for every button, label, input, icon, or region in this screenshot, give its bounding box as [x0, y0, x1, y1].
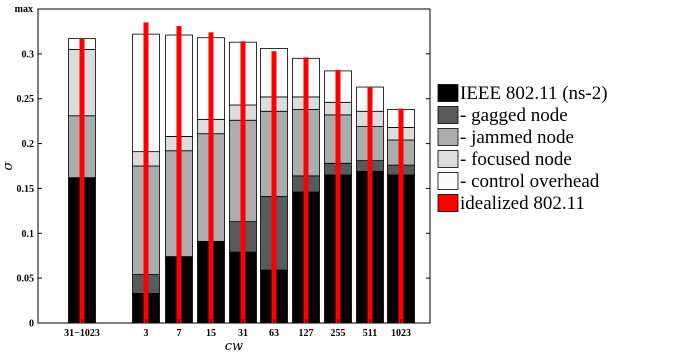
x-axis: 31−1023 3 7 15 31 63 127 255 511 1023	[64, 319, 411, 339]
legend-swatch	[437, 128, 459, 146]
legend-swatch	[437, 150, 459, 168]
ideal-bar-127	[303, 57, 309, 324]
x-tick-label: 511	[363, 328, 377, 339]
x-tick-label: 1023	[391, 328, 411, 339]
legend-label: - focused node	[460, 149, 572, 170]
ideal-bar-15	[208, 32, 214, 323]
legend-swatch	[437, 172, 459, 190]
x-tick-label: 63	[269, 328, 279, 339]
x-tick-label: 7	[177, 328, 182, 339]
legend-label: - gagged node	[460, 105, 568, 126]
x-tick-label: 31−1023	[64, 328, 100, 339]
ideal-bar-3	[143, 22, 149, 323]
y-tick-label: 0.25	[17, 94, 35, 105]
y-tick-label: 0.1	[22, 229, 35, 240]
ideal-bar-1023	[398, 108, 404, 323]
ideal-bar-31	[240, 41, 246, 323]
legend: IEEE 802.11 (ns-2)- gagged node- jammed …	[437, 83, 608, 214]
ideal-bar-31−1023	[79, 38, 85, 323]
legend-swatch	[437, 84, 459, 102]
y-tick-label: 0.3	[22, 49, 35, 60]
legend-label: - control overhead	[460, 171, 600, 192]
y-tick-label: 0.15	[17, 184, 35, 195]
ideal-bar-255	[335, 70, 341, 324]
x-tick-label: 3	[144, 328, 149, 339]
y-tick-label: 0.2	[22, 139, 35, 150]
x-tick-label: 127	[299, 328, 314, 339]
legend-label: - jammed node	[460, 127, 574, 148]
legend-swatch	[437, 106, 459, 124]
ideal-bar-511	[367, 87, 373, 324]
y-axis-max-label: max	[15, 4, 33, 15]
x-tick-label: 31	[238, 328, 248, 339]
ideal-bar-63	[271, 51, 277, 324]
y-tick-label: 0	[29, 319, 34, 330]
x-axis-label: cw	[225, 339, 243, 354]
x-tick-label: 15	[206, 328, 216, 339]
legend-label: idealized 802.11	[460, 193, 585, 214]
y-axis: 0 0.05 0.1 0.15 0.2 0.25 0.3	[17, 49, 430, 330]
legend-swatch	[437, 194, 459, 212]
idealized-bars-layer	[79, 22, 404, 324]
y-axis-label: σ	[1, 160, 16, 170]
x-tick-label: 255	[331, 328, 346, 339]
y-tick-label: 0.05	[17, 274, 35, 285]
legend-label: IEEE 802.11 (ns-2)	[460, 83, 608, 104]
ideal-bar-7	[176, 26, 182, 323]
